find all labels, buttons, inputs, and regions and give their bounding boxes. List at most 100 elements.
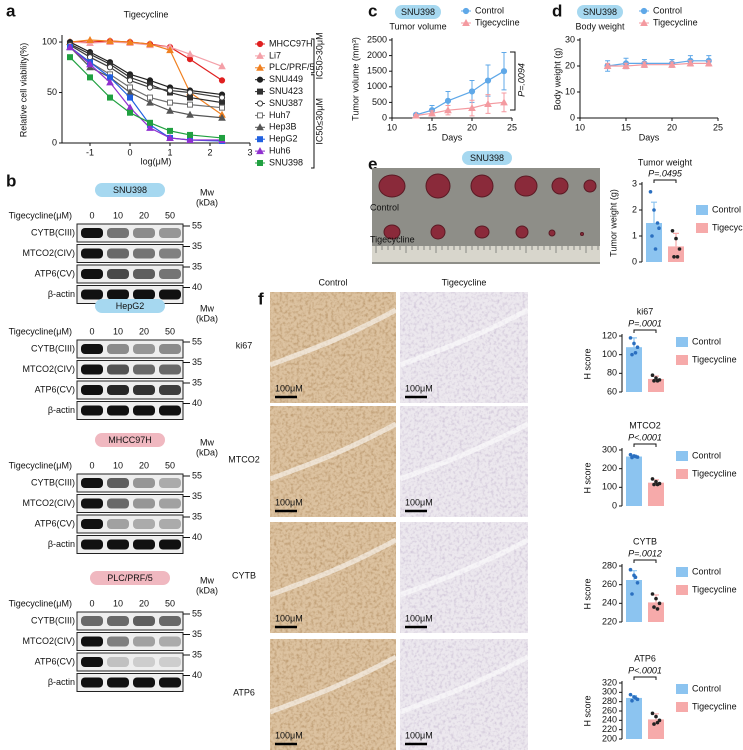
scale-bar-label: 100μM — [275, 497, 303, 507]
dose-title: Tigecycline(μM) — [9, 210, 72, 220]
stroma — [269, 307, 398, 368]
bar — [626, 580, 642, 622]
marker — [87, 74, 93, 81]
dose-label: 0 — [89, 598, 94, 608]
scale-bar-label: 100μM — [405, 383, 433, 393]
band — [133, 289, 155, 300]
band — [107, 228, 129, 238]
marker — [107, 94, 113, 101]
marker — [257, 112, 263, 119]
marker — [219, 99, 225, 106]
mw-unit: (kDa) — [196, 197, 218, 207]
tumor — [378, 174, 406, 198]
marker — [146, 123, 154, 131]
band — [159, 289, 181, 300]
row-label: MTCO2(CIV) — [23, 364, 76, 374]
y-tick-label: 2000 — [367, 50, 387, 60]
series-line — [69, 56, 223, 139]
x-tick-label: 2 — [207, 147, 212, 157]
chart-title: Tumor weight — [638, 157, 693, 167]
legend-label: SNU387 — [269, 98, 303, 108]
legend-label: HepG2 — [269, 134, 298, 144]
tumor — [430, 224, 446, 240]
marker — [127, 94, 133, 101]
marker — [67, 54, 73, 61]
marker — [256, 147, 264, 155]
bar — [626, 456, 642, 506]
photo-row-label: Control — [370, 202, 399, 212]
band — [159, 269, 181, 279]
y-tick-label: 0 — [632, 256, 637, 266]
stroma — [269, 421, 398, 482]
mw-title: Mw — [200, 437, 214, 447]
band — [81, 636, 103, 647]
y-tick-label: 80 — [607, 368, 617, 378]
badge — [395, 5, 441, 19]
marker — [257, 136, 263, 143]
band — [107, 289, 129, 300]
band — [159, 385, 181, 395]
row-label: CYTB — [232, 570, 256, 580]
y-axis-label: Body weight (g) — [552, 48, 562, 111]
band — [159, 616, 181, 626]
x-tick-label: 20 — [467, 122, 477, 132]
band — [81, 616, 103, 626]
data-point — [628, 336, 633, 340]
band — [107, 405, 129, 416]
ihc-texture — [270, 406, 396, 517]
tumor — [425, 173, 451, 199]
marker — [146, 98, 154, 106]
chart-title: CYTB — [633, 536, 657, 546]
data-point — [650, 477, 655, 481]
bracket-label: IC50≤30μM — [314, 98, 324, 145]
y-tick-label: 30 — [565, 34, 575, 44]
legend-label: SNU423 — [269, 86, 303, 96]
bracket — [633, 559, 657, 563]
subtitle: Tumor volume — [389, 21, 446, 31]
y-axis-label: H score — [582, 462, 592, 493]
data-point — [655, 221, 660, 225]
data-point — [657, 718, 662, 723]
marker — [166, 87, 174, 94]
y-tick-label: 120 — [602, 330, 617, 340]
chart-title: MTCO2 — [629, 420, 661, 430]
marker — [444, 106, 452, 114]
y-tick-label: 320 — [602, 677, 617, 687]
marker — [86, 60, 94, 68]
x-tick-label: 20 — [667, 122, 677, 132]
blot-strip — [76, 494, 184, 513]
chart-title: ki67 — [637, 306, 654, 316]
legend-label: Li7 — [269, 50, 281, 60]
bar — [646, 223, 662, 262]
band — [81, 519, 103, 529]
y-axis-label: H score — [582, 695, 592, 726]
marker — [462, 7, 470, 15]
row-label: MTCO2(CIV) — [23, 498, 76, 508]
data-point — [630, 455, 634, 460]
dose-label: 0 — [89, 326, 94, 336]
data-point — [635, 581, 640, 585]
band — [133, 344, 155, 354]
band — [81, 344, 103, 354]
legend-swatch — [676, 469, 688, 479]
band — [107, 616, 129, 626]
band — [133, 657, 155, 667]
stroma — [269, 537, 398, 598]
badge — [577, 5, 623, 19]
marker — [218, 113, 226, 121]
mw-marker: 40 — [192, 282, 202, 292]
row-label: CYTB(CIII) — [31, 615, 75, 625]
marker — [167, 99, 173, 106]
band — [81, 539, 103, 550]
annotation: P=.0012 — [628, 548, 662, 558]
legend-label: Huh7 — [269, 110, 291, 120]
y-axis-label: H score — [582, 348, 592, 379]
row-label: ATP6(CV) — [35, 656, 75, 666]
y-tick-label: 2500 — [367, 34, 387, 44]
annotation: P<.0001 — [628, 432, 662, 442]
series-line — [69, 43, 223, 104]
x-tick-label: 10 — [575, 122, 585, 132]
row-label: ATP6 — [233, 687, 255, 697]
row-label: MTCO2 — [228, 454, 260, 464]
ihc-texture — [270, 292, 396, 403]
